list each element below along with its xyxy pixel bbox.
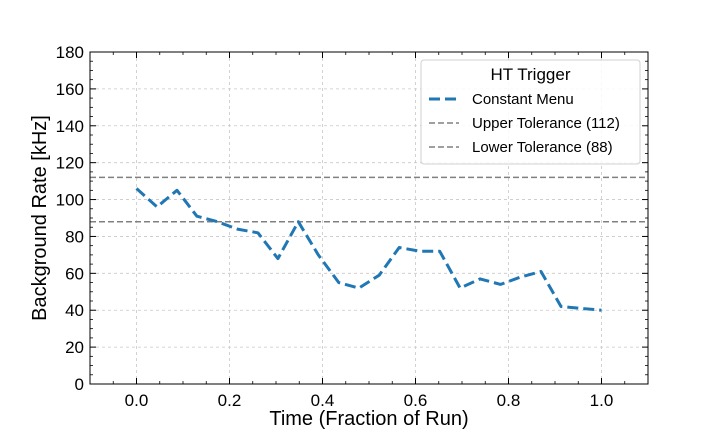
legend: HT Trigger Constant Menu Upper Tolerance … <box>420 59 641 165</box>
x-tick-label: 0.8 <box>497 391 521 410</box>
y-tick-label: 40 <box>65 301 84 320</box>
y-tick-label: 160 <box>56 80 84 99</box>
legend-title: HT Trigger <box>491 65 571 84</box>
x-tick-label: 0.0 <box>125 391 149 410</box>
series-lines <box>135 187 602 312</box>
y-tick-label: 140 <box>56 117 84 136</box>
y-tick-label: 180 <box>56 43 84 62</box>
y-tick-label: 100 <box>56 191 84 210</box>
y-tick-label: 120 <box>56 154 84 173</box>
y-tick-label: 0 <box>75 375 84 394</box>
legend-items: Constant Menu Upper Tolerance (112) Lower … <box>429 91 620 156</box>
y-tick-label: 80 <box>65 227 84 246</box>
legend-box <box>420 59 641 165</box>
y-tick-label: 60 <box>65 264 84 283</box>
x-tick-label: 0.2 <box>218 391 242 410</box>
y-tick-label: 20 <box>65 338 84 357</box>
legend-label: Upper Tolerance (112) <box>472 115 620 132</box>
series-line-constant-menu <box>135 187 602 312</box>
x-tick-label: 0.6 <box>404 391 428 410</box>
tolerance-lines <box>90 176 648 223</box>
legend-label: Constant Menu <box>472 91 574 108</box>
legend-label: Lower Tolerance (88) <box>472 139 613 156</box>
tick-labels: 0.0 0.2 0.4 0.6 0.8 1.0 0 20 40 60 80 100 120 140 160 1… <box>56 43 614 410</box>
y-axis-label: Background Rate [kHz] <box>29 115 51 321</box>
axis-ticks <box>89 51 649 385</box>
x-tick-label: 1.0 <box>590 391 614 410</box>
x-tick-label: 0.4 <box>311 391 335 410</box>
x-axis-label: Time (Fraction of Run) <box>269 408 468 430</box>
